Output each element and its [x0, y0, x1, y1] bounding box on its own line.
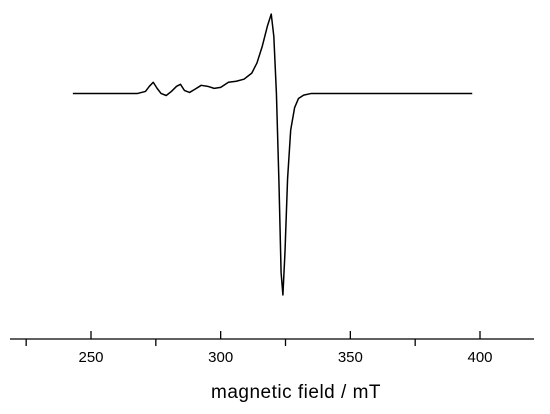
x-axis-title: magnetic field / mT: [211, 382, 381, 403]
x-tick-label: 300: [208, 349, 233, 366]
x-tick-label: 400: [467, 349, 492, 366]
x-tick-label: 350: [338, 349, 363, 366]
spectrum-line: [72, 13, 473, 296]
x-axis: 250 300 350 400: [10, 331, 534, 366]
plot-area: [72, 13, 473, 296]
x-tick-label: 250: [78, 349, 103, 366]
